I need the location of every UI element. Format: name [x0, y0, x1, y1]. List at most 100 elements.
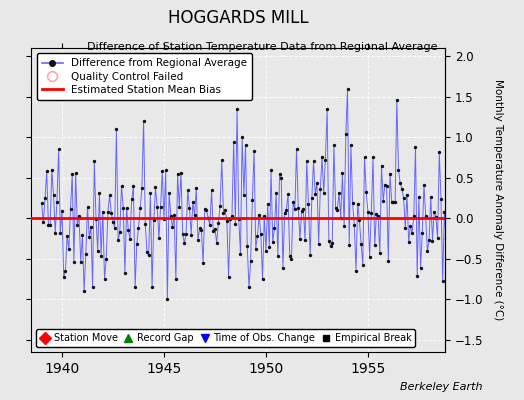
- Point: [301, 237, 309, 244]
- Point: [197, 227, 205, 234]
- Text: Berkeley Earth: Berkeley Earth: [400, 382, 482, 392]
- Point: [396, 180, 405, 186]
- Point: [95, 190, 104, 196]
- Point: [141, 221, 149, 227]
- Point: [151, 184, 160, 190]
- Point: [292, 146, 301, 152]
- Point: [423, 248, 432, 255]
- Point: [167, 212, 175, 219]
- Point: [93, 248, 102, 254]
- Point: [64, 246, 73, 253]
- Point: [116, 229, 124, 236]
- Point: [230, 139, 238, 146]
- Point: [430, 208, 439, 215]
- Point: [325, 238, 333, 245]
- Point: [239, 192, 248, 198]
- Point: [399, 195, 408, 201]
- Point: [377, 162, 386, 169]
- Point: [318, 154, 326, 161]
- Point: [374, 213, 383, 220]
- Point: [238, 134, 246, 140]
- Point: [107, 210, 115, 216]
- Point: [420, 182, 428, 188]
- Point: [309, 158, 318, 165]
- Point: [354, 200, 362, 207]
- Point: [270, 225, 279, 231]
- Point: [345, 242, 353, 248]
- Point: [386, 170, 394, 177]
- Point: [173, 170, 182, 177]
- Point: [187, 231, 195, 238]
- Point: [294, 204, 302, 211]
- Point: [401, 225, 409, 231]
- Point: [214, 220, 223, 226]
- Point: [246, 258, 255, 265]
- Point: [440, 209, 449, 216]
- Point: [333, 206, 342, 213]
- Point: [272, 190, 280, 196]
- Point: [323, 106, 331, 112]
- Point: [134, 224, 143, 231]
- Point: [358, 262, 367, 268]
- Point: [302, 158, 311, 164]
- Point: [61, 268, 70, 274]
- Point: [372, 210, 380, 217]
- Point: [411, 144, 420, 150]
- Point: [258, 276, 267, 282]
- Point: [338, 170, 346, 177]
- Point: [398, 186, 406, 192]
- Point: [145, 252, 153, 258]
- Point: [149, 217, 158, 224]
- Point: [418, 230, 427, 236]
- Point: [163, 296, 171, 302]
- Point: [381, 182, 389, 188]
- Point: [119, 204, 127, 211]
- Point: [155, 235, 163, 241]
- Point: [97, 253, 105, 259]
- Point: [46, 222, 54, 229]
- Point: [175, 204, 183, 210]
- Point: [100, 276, 108, 282]
- Point: [85, 234, 93, 240]
- Point: [286, 253, 294, 260]
- Point: [444, 189, 452, 195]
- Legend: Station Move, Record Gap, Time of Obs. Change, Empirical Break: Station Move, Record Gap, Time of Obs. C…: [36, 329, 416, 347]
- Point: [321, 157, 330, 163]
- Point: [235, 216, 243, 222]
- Point: [304, 200, 313, 207]
- Point: [242, 142, 250, 148]
- Point: [352, 268, 360, 274]
- Point: [83, 204, 92, 210]
- Point: [255, 212, 264, 218]
- Point: [392, 96, 401, 103]
- Point: [202, 207, 211, 213]
- Point: [410, 212, 418, 219]
- Point: [39, 219, 48, 226]
- Point: [389, 199, 398, 206]
- Point: [224, 274, 233, 280]
- Point: [102, 256, 111, 262]
- Point: [133, 241, 141, 247]
- Point: [143, 249, 151, 256]
- Point: [231, 221, 239, 227]
- Point: [388, 199, 396, 206]
- Point: [221, 207, 230, 214]
- Point: [212, 240, 221, 246]
- Point: [209, 228, 217, 234]
- Point: [42, 168, 51, 174]
- Point: [73, 222, 82, 228]
- Point: [364, 208, 372, 215]
- Point: [53, 198, 61, 205]
- Point: [177, 170, 185, 176]
- Title: HOGGARDS MILL: HOGGARDS MILL: [168, 9, 309, 27]
- Point: [109, 219, 117, 225]
- Point: [114, 237, 122, 244]
- Point: [63, 232, 71, 239]
- Point: [104, 209, 112, 215]
- Point: [136, 205, 145, 211]
- Point: [51, 230, 59, 236]
- Point: [194, 237, 202, 243]
- Point: [279, 264, 287, 271]
- Point: [428, 238, 436, 244]
- Point: [56, 229, 64, 236]
